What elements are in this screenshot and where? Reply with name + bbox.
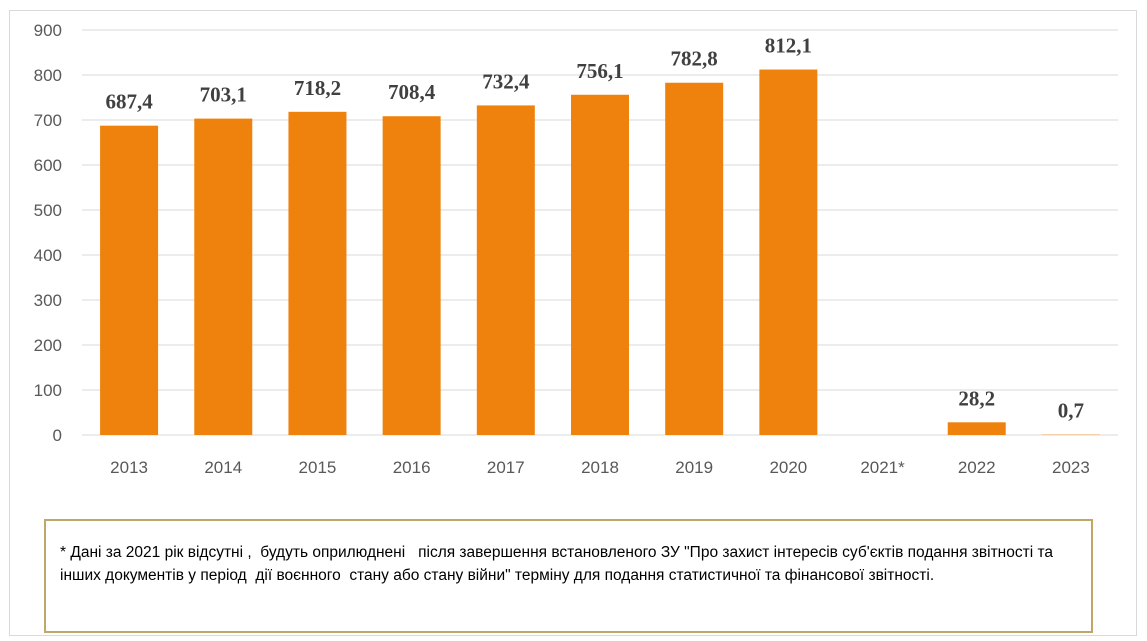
data-label: 703,1 bbox=[200, 83, 247, 107]
footnote-box: * Дані за 2021 рік відсутні , будуть опр… bbox=[44, 519, 1093, 633]
x-tick-label: 2014 bbox=[204, 458, 242, 477]
y-tick-label: 0 bbox=[53, 426, 62, 445]
chart-frame bbox=[9, 10, 1137, 636]
y-tick-label: 900 bbox=[34, 21, 62, 40]
bar bbox=[100, 125, 159, 436]
data-label: 756,1 bbox=[576, 59, 623, 83]
x-tick-label: 2021* bbox=[860, 458, 905, 477]
bar bbox=[759, 69, 818, 436]
bar bbox=[476, 105, 535, 436]
x-tick-label: 2013 bbox=[110, 458, 148, 477]
bar bbox=[288, 111, 347, 435]
data-label: 782,8 bbox=[671, 47, 718, 71]
bar bbox=[194, 118, 253, 435]
y-tick-label: 700 bbox=[34, 111, 62, 130]
bar-chart: 0 100 200 300 400 500 600 700 800 900 687,4 2013 703… bbox=[34, 21, 1118, 477]
x-tick-label: 2016 bbox=[393, 458, 431, 477]
y-tick-label: 400 bbox=[34, 246, 62, 265]
y-tick-label: 600 bbox=[34, 156, 62, 175]
x-tick-label: 2023 bbox=[1052, 458, 1090, 477]
x-tick-label: 2018 bbox=[581, 458, 619, 477]
bar bbox=[571, 94, 629, 435]
data-label: 718,2 bbox=[294, 76, 341, 100]
x-tick-label: 2015 bbox=[299, 458, 337, 477]
data-label: 687,4 bbox=[105, 90, 153, 114]
x-tick-label: 2020 bbox=[769, 458, 807, 477]
data-label: 732,4 bbox=[482, 69, 530, 93]
y-tick-label: 500 bbox=[34, 201, 62, 220]
y-tick-label: 800 bbox=[34, 66, 62, 85]
x-tick-label: 2017 bbox=[487, 458, 525, 477]
bar bbox=[947, 422, 1006, 435]
data-label: 708,4 bbox=[388, 80, 436, 104]
data-label: 0,7 bbox=[1058, 399, 1084, 423]
y-tick-label: 200 bbox=[34, 336, 62, 355]
y-tick-label: 300 bbox=[34, 291, 62, 310]
footnote-text: * Дані за 2021 рік відсутні , будуть опр… bbox=[60, 544, 1058, 584]
x-tick-label: 2019 bbox=[675, 458, 713, 477]
y-tick-label: 100 bbox=[34, 381, 62, 400]
bar bbox=[665, 82, 724, 436]
data-label: 28,2 bbox=[958, 386, 995, 410]
bar bbox=[382, 116, 441, 435]
data-label: 812,1 bbox=[765, 34, 812, 58]
x-tick-label: 2022 bbox=[958, 458, 996, 477]
